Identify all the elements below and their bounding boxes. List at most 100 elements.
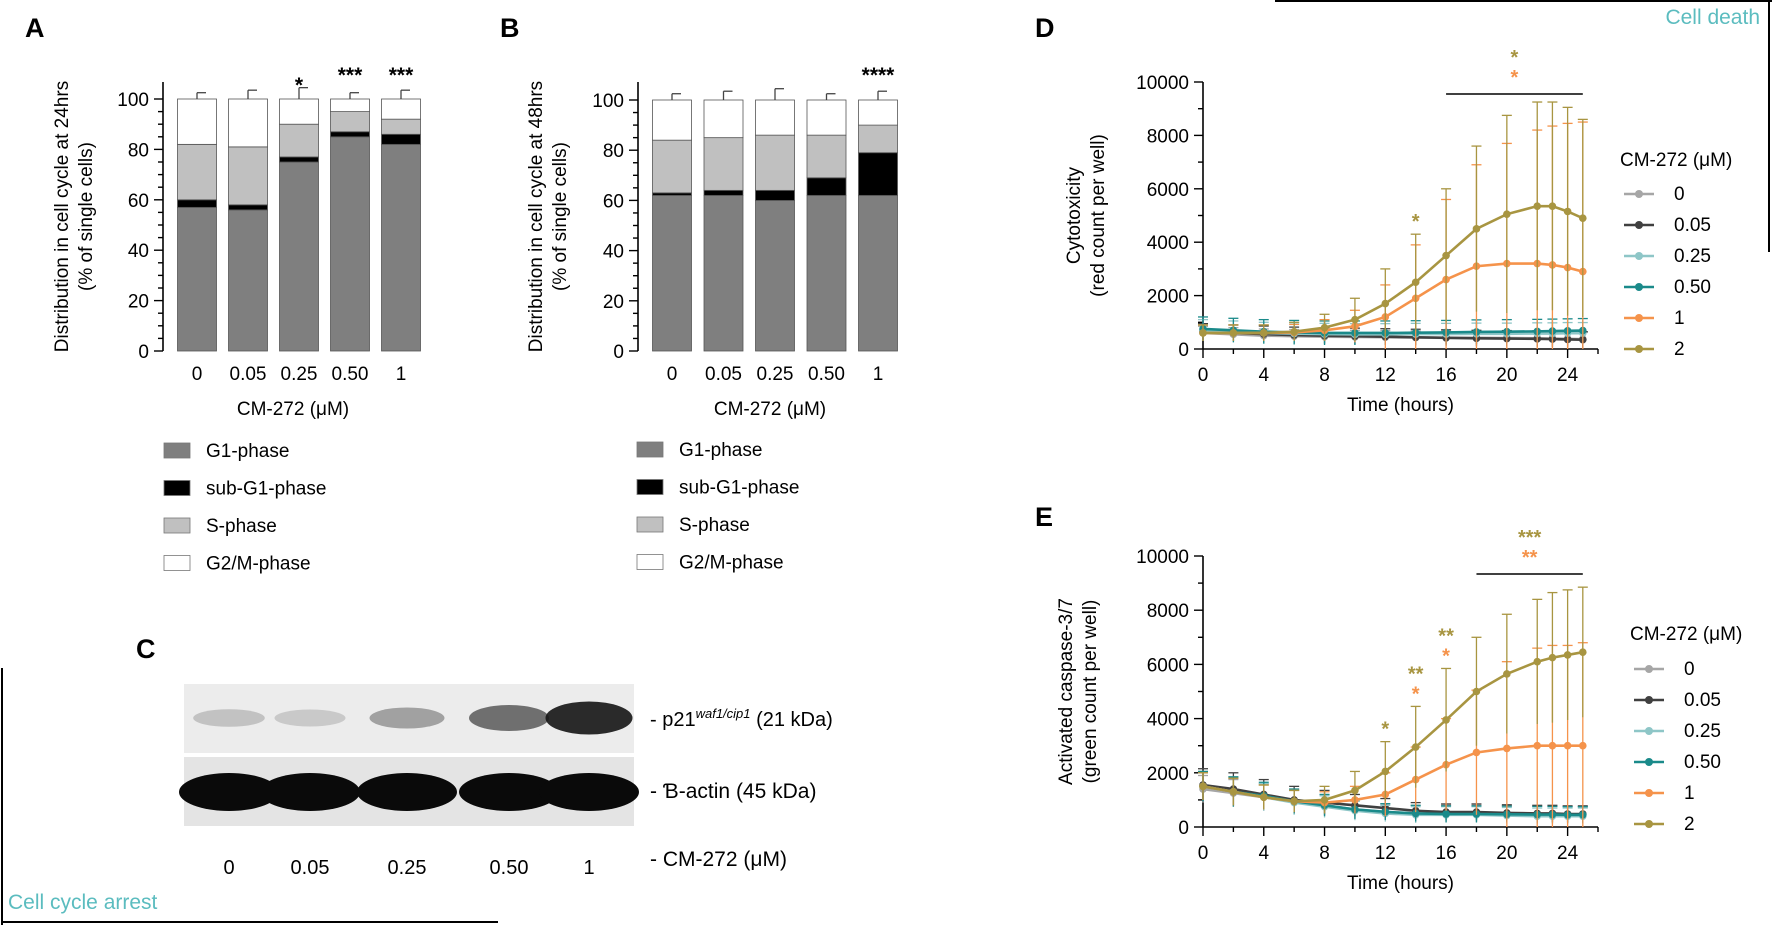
significance-marker-2: ** [1408,663,1424,685]
legend-title: CM-272 (μM) [1620,150,1732,171]
data-point-1 [1533,741,1542,750]
x-tick-label: 1 [396,364,407,385]
bar-g2m [228,98,268,148]
panel-c-western-blot: C 0 0.05 0.25 0.50 1 - p21waf1/cip1 (21 kDa) - … [136,634,833,879]
significance-marker-2: * [1412,211,1420,233]
y-tick-label: 2000 [1147,287,1189,308]
y-tick-label: 10000 [1136,73,1189,94]
significance-marker: *** [338,64,363,87]
y-axis-label: Cytotoxicity [1064,166,1085,264]
data-point-2 [1290,797,1298,806]
x-tick-label: 24 [1557,365,1579,386]
p21-band [469,705,549,731]
actin-band [459,773,559,811]
data-point-2 [1320,323,1329,332]
x-tick-label: 20 [1496,365,1517,386]
p21-band [274,709,346,727]
p21-band-label: - p21waf1/cip1 (21 kDa) [650,706,833,731]
bar-g2m [330,98,370,113]
bar-g2m [652,99,692,141]
y-axis-label-unit: (green count per well) [1080,600,1101,784]
y-tick-label: 0 [1178,818,1189,839]
legend-label-0.05: 0.05 [1674,215,1711,236]
legend-label-g2m: G2/M-phase [206,554,311,575]
significance-marker-2: * [1511,47,1519,69]
y-tick-label: 40 [603,242,624,263]
p21-band [369,707,445,729]
legend-marker-0.50 [1645,758,1653,766]
legend-label-g1: G1-phase [206,441,289,462]
bar-s [755,134,795,191]
y-tick-label: 0 [138,342,149,363]
series-line-2 [1203,204,1584,335]
lane-label: 0.25 [388,857,427,879]
bar-g1 [177,206,217,352]
data-point-2 [1563,207,1572,216]
data-point-2 [1199,782,1207,791]
x-tick-label: 4 [1258,365,1269,386]
p21-band [545,701,633,735]
significance-marker: **** [862,64,896,87]
bar-s [858,124,898,154]
panel-a: A 0 20 40 60 80 100 Distribution in cell cycle … [25,13,421,575]
x-tick-label: 16 [1436,365,1457,386]
bar-g1 [652,194,692,352]
legend-label-0: 0 [1674,184,1685,205]
legend-label-0.50: 0.50 [1684,752,1721,773]
y-tick-label: 8000 [1147,601,1189,622]
significance-marker-2: * [1381,719,1389,741]
lane-label: 0.05 [291,857,330,879]
y-tick-label: 10000 [1136,547,1189,568]
y-tick-label: 6000 [1147,655,1189,676]
panel-label: E [1035,502,1053,532]
p21-band [193,709,265,727]
lane-axis-label: - CM-272 (μM) [650,848,787,871]
y-tick-label: 40 [128,241,149,262]
y-tick-label: 6000 [1147,180,1189,201]
actin-band [179,773,279,811]
data-point-1 [1579,741,1587,750]
x-tick-label: 0.05 [705,364,742,385]
legend-swatch-s [636,516,664,533]
x-tick-label: 12 [1375,843,1396,864]
y-axis-label-unit: (% of single cells) [550,142,571,291]
bar-g1 [755,199,795,352]
bar-s [381,118,421,135]
data-point-2 [1411,743,1420,751]
legend-marker-0.05 [1635,221,1643,229]
y-axis-label-unit: (% of single cells) [76,142,97,291]
cell-cycle-annotation: Cell cycle arrest [8,891,158,914]
panel-label: D [1035,13,1055,43]
legend-marker-0.05 [1645,696,1653,704]
bar-subg1 [330,131,370,138]
legend-title: CM-272 (μM) [1630,624,1742,645]
bar-subg1 [806,177,847,196]
y-tick-label: 8000 [1147,126,1189,147]
y-axis-label: Distribution in cell cycle at 24hrs [52,81,73,352]
x-tick-label: 20 [1496,843,1517,864]
legend-marker-2 [1635,345,1643,353]
x-tick-label: 0.05 [230,364,267,385]
y-axis-label: Distribution in cell cycle at 48hrs [526,81,547,352]
legend-label-0.25: 0.25 [1684,721,1721,742]
y-tick-label: 100 [117,90,149,111]
data-point-2 [1472,225,1481,233]
legend-marker-0.50 [1635,283,1643,291]
bar-g1 [228,209,268,352]
data-point-2 [1579,214,1587,222]
legend-marker-0.25 [1635,252,1643,260]
significance-marker-1: * [1511,67,1519,89]
data-point-2 [1411,278,1420,287]
data-point-1 [1472,748,1481,757]
significance-marker-1: ** [1522,547,1538,569]
actin-band [357,773,457,811]
data-point-2 [1503,210,1511,218]
data-point-0.50 [1442,810,1450,818]
data-point-2 [1472,687,1481,696]
significance-marker-1: * [1442,645,1450,667]
y-tick-label: 4000 [1147,233,1189,254]
bar-g2m [858,99,898,126]
legend-marker-1 [1645,789,1653,797]
significance-marker: *** [389,64,414,87]
